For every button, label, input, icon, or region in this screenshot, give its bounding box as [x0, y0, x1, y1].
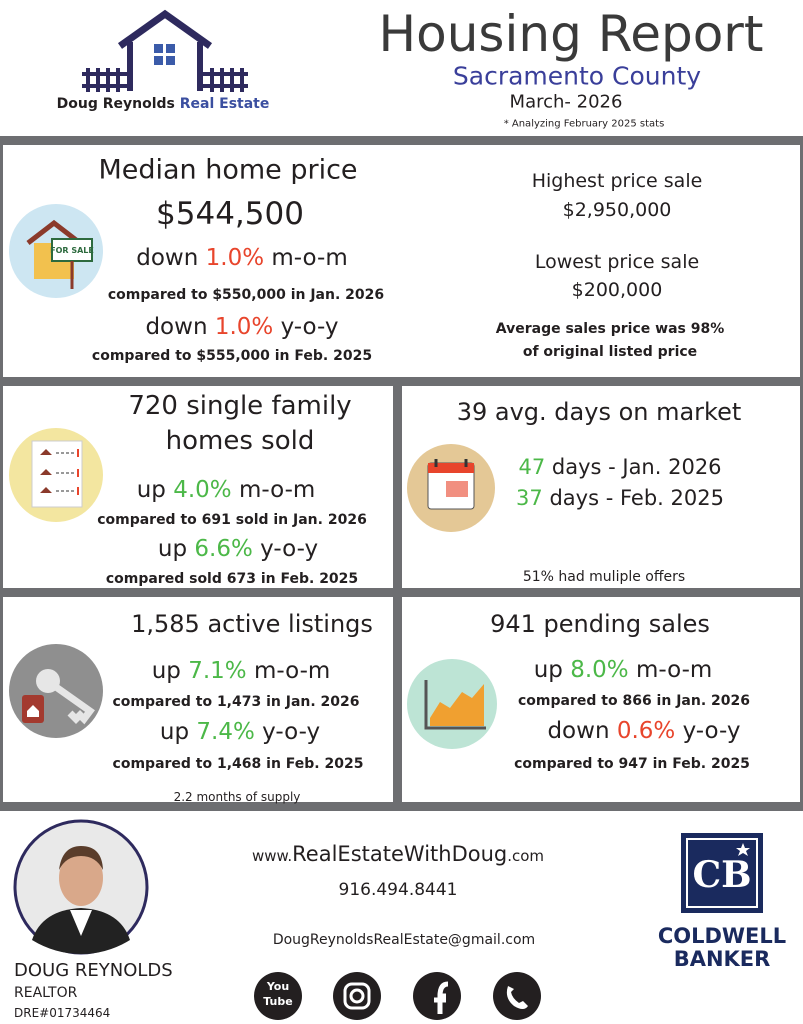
period: m-o-m [271, 245, 348, 271]
website[interactable]: www.RealEstateWithDoug.com [252, 842, 544, 866]
lowest-price: $200,000 [571, 279, 663, 301]
for-sale-icon: FOR SALE [9, 204, 103, 298]
days-row: 37 days - Feb. 2025 [516, 486, 724, 510]
median-price: $544,500 [156, 196, 304, 232]
percent: 1.0% [214, 314, 274, 340]
brokerage-name: BANKER [673, 947, 771, 971]
key-icon [9, 644, 103, 738]
website-prefix: www. [251, 847, 293, 865]
logo-house [82, 9, 248, 92]
days: 37 [516, 486, 543, 510]
svg-text:CB: CB [692, 854, 751, 896]
comparison: compared to $555,000 in Feb. 2025 [91, 348, 373, 364]
youtube-label[interactable]: You [266, 980, 289, 993]
divider [0, 802, 803, 811]
svg-text:FOR SALE: FOR SALE [50, 246, 94, 255]
panel-title: homes sold [165, 426, 315, 456]
panel-title: 720 single family [128, 391, 352, 421]
brokerage-logo: CB [681, 833, 763, 913]
divider [0, 136, 3, 811]
brand-suffix: Real Estate [179, 96, 270, 112]
change-line: up 7.1% m-o-m [152, 658, 331, 684]
calendar-icon [407, 444, 495, 532]
days: 47 [518, 455, 546, 479]
note: 51% had muliple offers [522, 569, 686, 585]
panel-title: 941 pending sales [490, 610, 710, 638]
change-line: down 1.0% m-o-m [136, 245, 347, 271]
comparison: compared to 947 in Feb. 2025 [514, 756, 750, 772]
phone[interactable]: 916.494.8441 [338, 880, 458, 900]
percent: 8.0% [570, 657, 629, 683]
social-icons[interactable]: You Tube [252, 970, 552, 1022]
email[interactable]: DougReynoldsRealEstate@gmail.com [272, 932, 536, 948]
change-line: down 0.6% y-o-y [547, 718, 740, 744]
percent: 7.4% [196, 719, 255, 745]
brokerage-name: COLDWELL [657, 924, 787, 948]
percent: 1.0% [205, 245, 265, 271]
agent-role: REALTOR [14, 985, 78, 1001]
county: Sacramento County [452, 61, 702, 91]
highest-price: $2,950,000 [562, 199, 672, 221]
percent: 6.6% [194, 536, 253, 562]
comparison: compared to 866 in Jan. 2026 [518, 693, 750, 709]
percent: 4.0% [173, 477, 232, 503]
website-name: RealEstateWithDoug [292, 842, 508, 866]
brand-name: Doug Reynolds [56, 96, 175, 112]
period: m-o-m [635, 657, 713, 683]
period: m-o-m [253, 658, 331, 684]
label: Highest price sale [531, 170, 703, 192]
change-line: down 1.0% y-o-y [145, 314, 338, 340]
label: Lowest price sale [534, 251, 700, 273]
chart-icon [407, 659, 497, 749]
report-date: March- 2026 [509, 91, 623, 113]
list-icon [9, 428, 103, 522]
panel-title: Median home price [98, 154, 358, 186]
change-line: up 6.6% y-o-y [158, 536, 318, 562]
comparison: compared sold 673 in Feb. 2025 [105, 571, 359, 587]
divider [0, 136, 803, 145]
days-row: 47 days - Jan. 2026 [518, 455, 721, 479]
note: Average sales price was 98% [495, 321, 725, 337]
divider [0, 588, 803, 597]
direction: up [533, 657, 563, 683]
report-note: * Analyzing February 2025 stats [503, 118, 665, 130]
percent: 0.6% [616, 718, 676, 744]
label: days - Feb. 2025 [549, 486, 724, 510]
panel-title: 1,585 active listings [131, 610, 373, 638]
direction: up [159, 719, 190, 745]
panel-title: 39 avg. days on market [456, 398, 742, 426]
comparison: compared to 691 sold in Jan. 2026 [97, 512, 367, 528]
period: y-o-y [262, 719, 321, 745]
direction: up [151, 658, 181, 684]
comparison: compared to 1,468 in Feb. 2025 [112, 756, 364, 772]
website-suffix: .com [507, 847, 545, 865]
direction: up [136, 477, 166, 503]
direction: down [136, 245, 199, 271]
change-line: up 8.0% m-o-m [534, 657, 713, 683]
direction: up [157, 536, 188, 562]
direction: down [145, 314, 208, 340]
change-line: up 7.4% y-o-y [160, 719, 320, 745]
period: y-o-y [260, 536, 319, 562]
percent: 7.1% [188, 658, 247, 684]
youtube-label[interactable]: Tube [263, 995, 292, 1008]
period: y-o-y [682, 718, 741, 744]
report-title: Housing Report [378, 5, 764, 63]
direction: down [547, 718, 610, 744]
change-line: up 4.0% m-o-m [137, 477, 316, 503]
period: y-o-y [280, 314, 339, 340]
comparison: compared to 1,473 in Jan. 2026 [112, 694, 360, 710]
agent-photo [13, 819, 149, 955]
agent-name: DOUG REYNOLDS [14, 960, 173, 981]
divider [800, 136, 803, 811]
comparison: compared to $550,000 in Jan. 2026 [107, 287, 385, 303]
note: 2.2 months of supply [173, 790, 301, 804]
period: m-o-m [238, 477, 316, 503]
label: days - Jan. 2026 [551, 455, 722, 479]
brand: Doug Reynolds Real Estate [57, 96, 270, 112]
license: DRE#01734464 [14, 1006, 111, 1020]
note: of original listed price [522, 344, 698, 360]
